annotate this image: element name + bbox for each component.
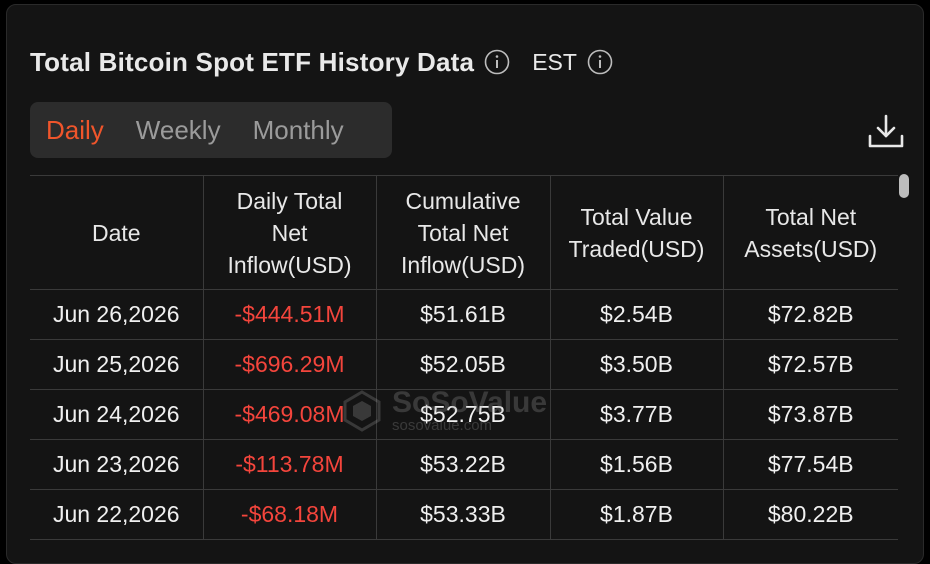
cell-cumulative-net-inflow: $52.05B [376, 339, 551, 390]
cell-total-net-assets: $80.22B [723, 489, 898, 540]
tab-daily[interactable]: Daily [46, 114, 104, 145]
cell-total-net-assets: $72.57B [723, 339, 898, 390]
cell-total-value-traded: $3.77B [550, 389, 724, 440]
period-tabs: Daily Weekly Monthly [30, 102, 392, 158]
info-icon[interactable] [484, 49, 510, 75]
scrollbar-thumb[interactable] [899, 174, 909, 198]
column-header-total-net-assets[interactable]: Total Net Assets(USD) [723, 175, 898, 290]
column-header-total-value-traded[interactable]: Total Value Traded(USD) [550, 175, 724, 290]
column-header-date[interactable]: Date [30, 175, 204, 290]
cell-date: Jun 25,2026 [30, 339, 204, 390]
cell-total-net-assets: $77.54B [723, 439, 898, 490]
table-row[interactable]: Jun 24,2026 -$469.08M $52.75B $3.77B $73… [30, 389, 898, 440]
column-header-cumulative-net-inflow[interactable]: Cumulative Total Net Inflow(USD) [376, 175, 551, 290]
tab-weekly[interactable]: Weekly [135, 114, 221, 145]
cell-daily-net-inflow: -$444.51M [203, 289, 377, 340]
cell-total-value-traded: $2.54B [550, 289, 724, 340]
tab-monthly[interactable]: Monthly [252, 114, 344, 145]
table-scrollbar[interactable] [898, 172, 910, 544]
cell-cumulative-net-inflow: $53.33B [376, 489, 551, 540]
cell-date: Jun 24,2026 [30, 389, 204, 440]
title-row: Total Bitcoin Spot ETF History Data EST [30, 44, 613, 80]
cell-total-net-assets: $73.87B [723, 389, 898, 440]
table-row[interactable]: Jun 23,2026 -$113.78M $53.22B $1.56B $77… [30, 439, 898, 490]
cell-daily-net-inflow: -$68.18M [203, 489, 377, 540]
cell-date: Jun 23,2026 [30, 439, 204, 490]
timezone-info-icon[interactable] [587, 49, 613, 75]
cell-daily-net-inflow: -$696.29M [203, 339, 377, 390]
download-icon[interactable] [866, 112, 906, 152]
column-header-daily-net-inflow[interactable]: Daily Total Net Inflow(USD) [203, 175, 377, 290]
table-header-row: Date Daily Total Net Inflow(USD) Cumulat… [30, 175, 898, 290]
cell-total-net-assets: $72.82B [723, 289, 898, 340]
column-header-total-value-traded-label: Total Value Traded(USD) [568, 203, 705, 262]
cell-cumulative-net-inflow: $51.61B [376, 289, 551, 340]
column-header-cumulative-net-inflow-label: Cumulative Total Net Inflow(USD) [401, 187, 525, 278]
cell-cumulative-net-inflow: $53.22B [376, 439, 551, 490]
cell-date: Jun 26,2026 [30, 289, 204, 340]
history-table: Date Daily Total Net Inflow(USD) Cumulat… [30, 175, 898, 540]
cell-cumulative-net-inflow: $52.75B [376, 389, 551, 440]
cell-total-value-traded: $1.87B [550, 489, 724, 540]
cell-daily-net-inflow: -$469.08M [203, 389, 377, 440]
column-header-daily-net-inflow-label: Daily Total Net Inflow(USD) [227, 187, 352, 278]
cell-total-value-traded: $1.56B [550, 439, 724, 490]
timezone-label: EST [532, 48, 577, 75]
table-row[interactable]: Jun 25,2026 -$696.29M $52.05B $3.50B $72… [30, 339, 898, 390]
history-table-container: Date Daily Total Net Inflow(USD) Cumulat… [30, 175, 898, 555]
page-title: Total Bitcoin Spot ETF History Data [30, 46, 475, 77]
table-row[interactable]: Jun 22,2026 -$68.18M $53.33B $1.87B $80.… [30, 489, 898, 540]
table-row[interactable]: Jun 26,2026 -$444.51M $51.61B $2.54B $72… [30, 289, 898, 340]
cell-daily-net-inflow: -$113.78M [203, 439, 377, 490]
cell-date: Jun 22,2026 [30, 489, 204, 540]
column-header-total-net-assets-label: Total Net Assets(USD) [744, 203, 878, 262]
cell-total-value-traded: $3.50B [550, 339, 724, 390]
